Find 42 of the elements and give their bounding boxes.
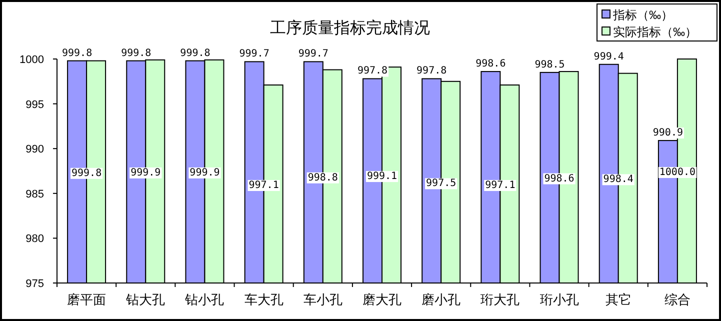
- data-label: 997.1: [248, 180, 279, 191]
- legend-label: 实际指标（‰）: [613, 25, 697, 39]
- y-tick-label: 1000: [20, 54, 44, 66]
- data-label: 998.6: [544, 173, 574, 184]
- y-tick-label: 990: [26, 144, 44, 156]
- chart-title: 工序质量指标完成情况: [270, 19, 430, 37]
- y-tick-label: 995: [26, 98, 44, 111]
- data-label: 997.8: [416, 66, 447, 77]
- data-label: 999.4: [594, 51, 624, 62]
- data-label: 999.8: [71, 168, 102, 179]
- x-tick-label: 车大孔: [244, 292, 284, 307]
- data-label: 999.8: [180, 48, 210, 59]
- data-label: 999.9: [190, 167, 220, 178]
- data-label: 998.5: [534, 59, 565, 70]
- x-tick-label: 综合: [664, 292, 690, 307]
- data-label: 999.1: [366, 171, 398, 182]
- x-tick-label: 珩小孔: [540, 292, 579, 307]
- data-label: 998.6: [476, 58, 506, 70]
- data-label: 999.8: [62, 48, 92, 59]
- data-label: 997.1: [485, 180, 516, 191]
- data-label: 999.7: [239, 48, 270, 60]
- data-label: 990.9: [652, 128, 684, 139]
- data-label: 998.4: [603, 174, 634, 186]
- x-tick-label: 磨小孔: [422, 292, 461, 307]
- y-tick-label: 980: [26, 233, 44, 246]
- data-label: 1000.0: [659, 167, 696, 178]
- data-label: 997.5: [426, 178, 456, 190]
- x-tick-label: 车小孔: [303, 292, 342, 307]
- legend-label: 指标（‰）: [612, 8, 673, 22]
- x-tick-label: 磨平面: [67, 292, 106, 307]
- x-tick-label: 磨大孔: [362, 292, 402, 307]
- x-tick-label: 其它: [605, 292, 632, 307]
- x-tick-label: 珩大孔: [480, 292, 520, 307]
- x-tick-label: 钻大孔: [125, 292, 166, 307]
- data-label: 997.8: [357, 66, 388, 77]
- y-tick-label: 985: [26, 188, 44, 200]
- x-tick-label: 钻小孔: [184, 292, 224, 307]
- y-tick-label: 975: [26, 278, 44, 290]
- data-label: 998.8: [308, 172, 338, 184]
- data-label: 999.9: [130, 167, 161, 178]
- data-label: 999.8: [121, 48, 152, 59]
- data-label: 999.7: [298, 48, 328, 60]
